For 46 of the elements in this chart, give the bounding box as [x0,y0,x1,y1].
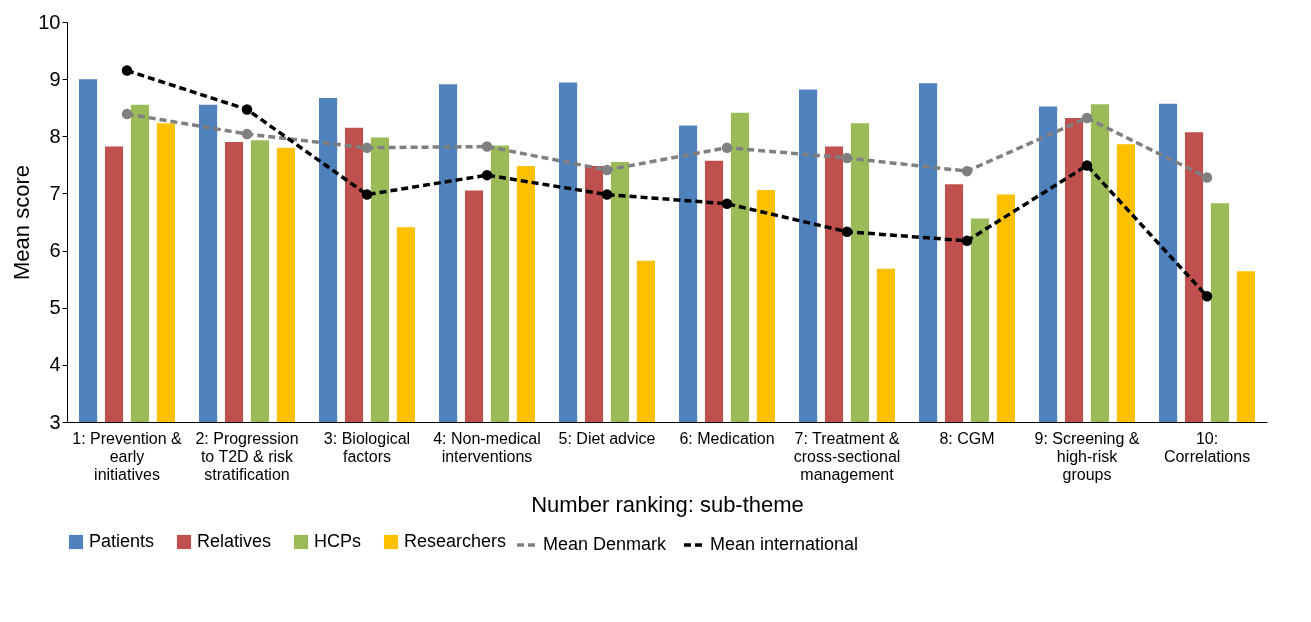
y-tick-label: 6 [49,239,61,262]
point [121,65,133,76]
legend-label: Patients [89,531,155,551]
y-tick-label: 9 [49,67,61,90]
x-tick-label: 5: Diet advice [558,429,656,447]
x-tick-label: 6: Medication [679,429,775,447]
point [481,141,493,152]
point [1081,112,1093,124]
point [121,108,133,120]
y-tick-label: 3 [49,410,61,433]
x-tick-label: 1: Prevention & early initiatives [72,429,183,483]
point [361,142,373,153]
y-tick-label: 5 [49,296,61,319]
point [1201,291,1213,302]
point [361,189,373,200]
point [961,235,973,247]
y-tick-label: 4 [49,353,61,376]
point [1081,160,1093,171]
y-axis-title: Mean score [9,165,35,280]
x-tick-label: 4: Non-medical interventions [433,429,541,465]
y-tick-label: 10 [38,10,61,33]
point [961,165,973,177]
x-tick-label: 7: Treatment & cross-sectional management [793,429,901,483]
legend-label: Mean Denmark [543,534,668,554]
point [241,128,253,140]
point [601,164,613,176]
point [601,189,613,200]
legend-label: Mean international [710,534,859,554]
y-tick-label: 8 [49,124,61,147]
legend-label: Relatives [197,531,272,551]
point [721,198,733,209]
legend-label: HCPs [314,531,362,551]
point [1201,172,1213,183]
legend-label: Researchers [404,531,507,551]
point [721,142,733,153]
x-axis-title: Number ranking: sub-theme [531,491,804,517]
point [481,169,493,181]
point [841,226,853,237]
point [241,104,253,115]
y-tick-label: 7 [49,181,61,204]
x-tick-label: 3: Biological factors [323,429,411,465]
x-tick-label: 2: Progression to T2D & risk stratification [195,429,299,483]
x-tick-label: 10: Correlations [1163,429,1251,465]
x-tick-label: 8: CGM [939,429,995,447]
x-tick-label: 9: Screening & high-risk groups [1034,429,1140,483]
point [841,152,853,164]
